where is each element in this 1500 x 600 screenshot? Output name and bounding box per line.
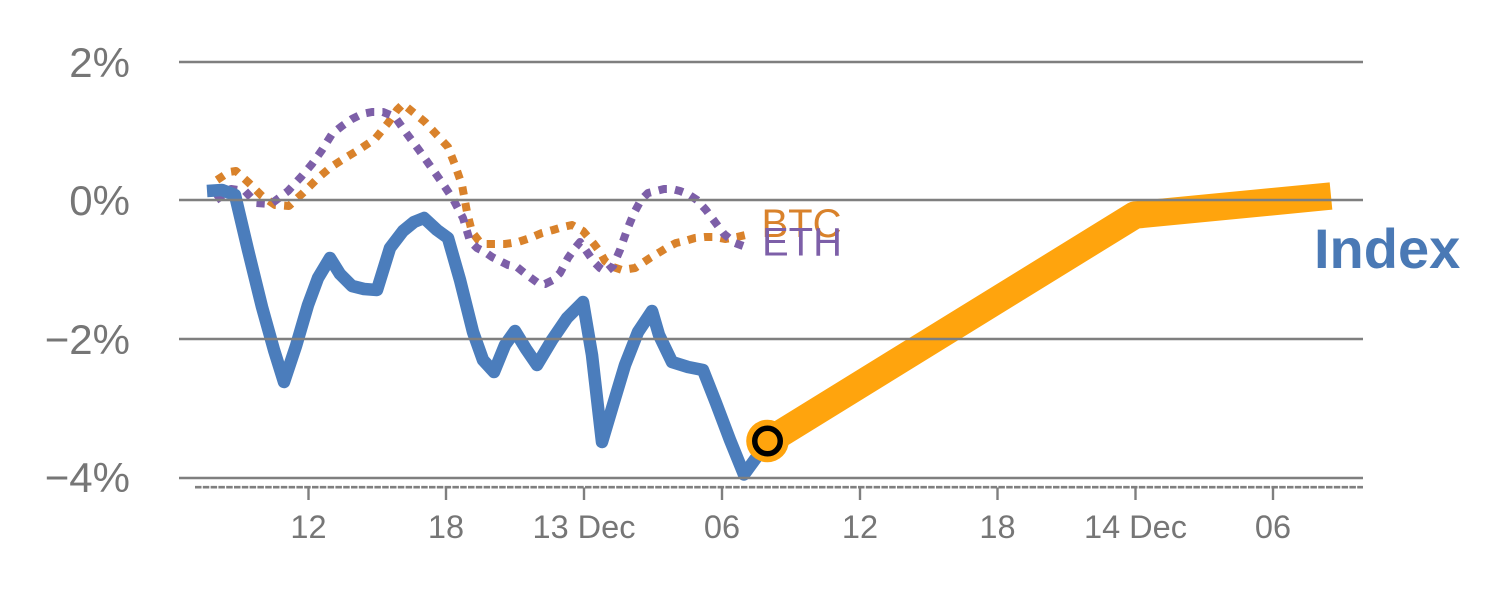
svg-text:−4%: −4%: [45, 454, 130, 501]
svg-text:18: 18: [428, 509, 464, 545]
svg-text:2%: 2%: [69, 39, 130, 86]
svg-text:12: 12: [842, 509, 878, 545]
svg-text:18: 18: [979, 509, 1015, 545]
svg-text:0%: 0%: [69, 177, 130, 224]
svg-text:14 Dec: 14 Dec: [1084, 509, 1187, 545]
svg-text:ETH: ETH: [762, 221, 842, 265]
svg-text:06: 06: [704, 509, 740, 545]
svg-text:−2%: −2%: [45, 316, 130, 363]
svg-text:Index: Index: [1314, 217, 1460, 280]
svg-text:13 Dec: 13 Dec: [533, 509, 636, 545]
svg-text:06: 06: [1255, 509, 1291, 545]
svg-text:BTC: BTC: [762, 202, 842, 246]
svg-text:12: 12: [290, 509, 326, 545]
